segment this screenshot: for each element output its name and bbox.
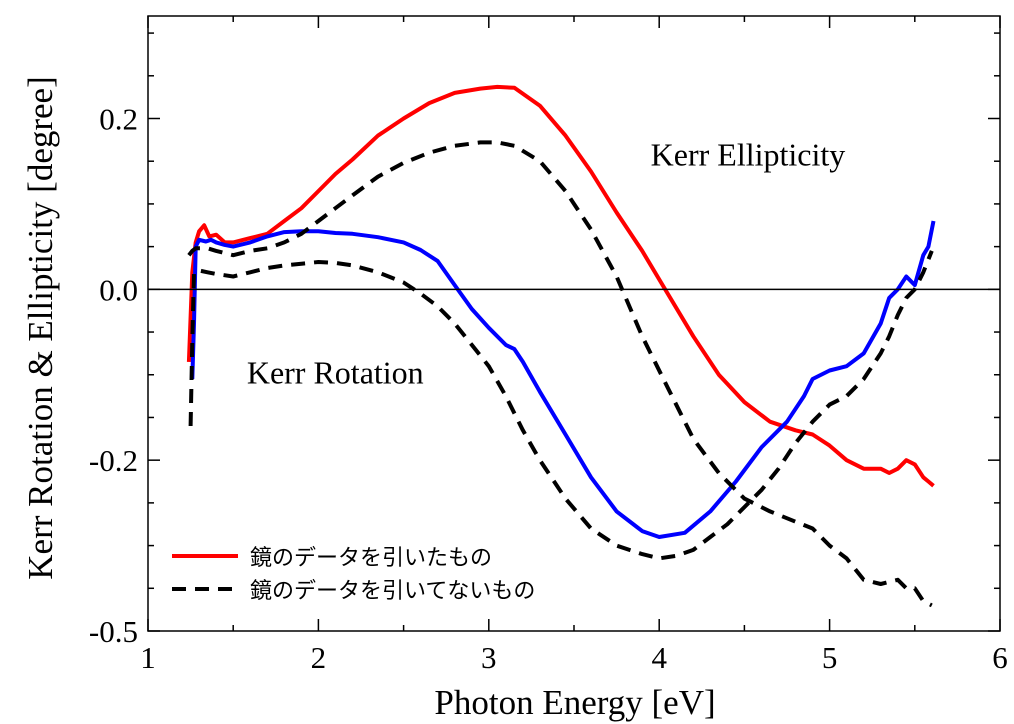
x-tick-label: 5 (822, 640, 838, 675)
legend-label-red: 鏡のデータを引いたもの (250, 546, 492, 571)
y-tick-label: 0.2 (99, 102, 138, 137)
x-tick-label: 6 (992, 640, 1008, 675)
legend-label-black: 鏡のデータを引いてないもの (250, 579, 535, 604)
y-tick-label: -0.5 (89, 614, 138, 649)
series-line-3 (188, 250, 934, 561)
x-tick-label: 1 (140, 640, 156, 675)
legend: 鏡のデータを引いたもの 鏡のデータを引いてないもの (172, 546, 535, 604)
series-layer (186, 84, 936, 608)
x-tick-label: 4 (651, 640, 667, 675)
annotation-rotation: Kerr Rotation (247, 354, 424, 390)
plot-frame (147, 15, 1001, 632)
series-line-2 (187, 140, 933, 608)
y-axis-label: Kerr Rotation & Ellipticity [degree] (21, 76, 60, 579)
x-tick-label: 3 (481, 640, 497, 675)
series-line-1 (190, 220, 936, 539)
ticks-layer (147, 16, 1001, 632)
y-tick-label: 0.0 (99, 272, 138, 307)
labels-layer: 1 2 3 4 5 6 -0.5 -0.2 0.0 0.2 (89, 102, 1008, 676)
series-line-0 (186, 84, 935, 488)
x-axis-label: Photon Energy [eV] (434, 683, 715, 722)
annotation-ellipticity: Kerr Ellipticity (651, 136, 846, 172)
y-tick-label: -0.2 (89, 443, 138, 478)
x-tick-label: 2 (311, 640, 327, 675)
